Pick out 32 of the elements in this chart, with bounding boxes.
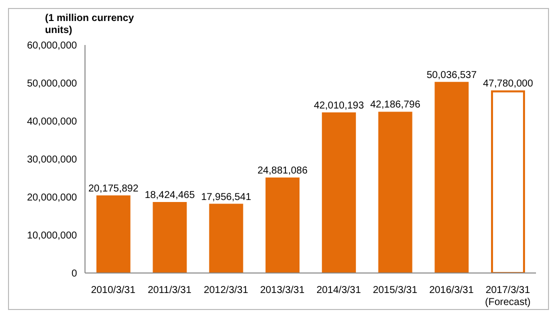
y-tick-label: 0: [71, 268, 78, 280]
data-label: 42,186,796: [370, 100, 421, 111]
y-tick-label: 30,000,000: [26, 154, 78, 166]
data-label: 20,175,892: [88, 183, 139, 194]
bar: [322, 112, 356, 273]
x-tick-label: 2012/3/31: [204, 285, 249, 296]
data-label: 42,010,193: [314, 100, 364, 112]
x-tick-label: 2011/3/31: [148, 285, 192, 296]
bar: [378, 112, 412, 273]
data-label: 47,780,000: [482, 78, 534, 90]
x-tick-label: 2016/3/31: [429, 285, 474, 296]
x-tick-label: 2013/3/31: [260, 285, 305, 296]
bar: [152, 202, 187, 273]
data-label: 18,424,465: [144, 190, 196, 201]
y-tick-label: 60,000,000: [26, 40, 78, 52]
bar: [266, 177, 300, 273]
data-label: 17,956,541: [201, 192, 252, 203]
bar: [491, 90, 526, 273]
x-tick-label: 2015/3/31: [372, 285, 418, 296]
x-tick-label: 2017/3/31 (Forecast): [485, 285, 531, 308]
x-tick-label: 2010/3/31: [90, 285, 136, 296]
bar: [96, 195, 130, 273]
y-tick-label: 40,000,000: [26, 116, 78, 128]
y-tick-label: 20,000,000: [26, 192, 78, 204]
y-tick-label: 50,000,000: [26, 78, 78, 90]
data-label: 24,881,086: [257, 165, 308, 176]
bar: [434, 82, 469, 273]
y-tick-label: 10,000,000: [26, 230, 78, 242]
bar: [209, 204, 244, 273]
x-tick-label: 2014/3/31: [316, 285, 362, 296]
data-label: 50,036,537: [426, 70, 478, 81]
y-axis-title: (1 million currency units): [45, 13, 135, 37]
